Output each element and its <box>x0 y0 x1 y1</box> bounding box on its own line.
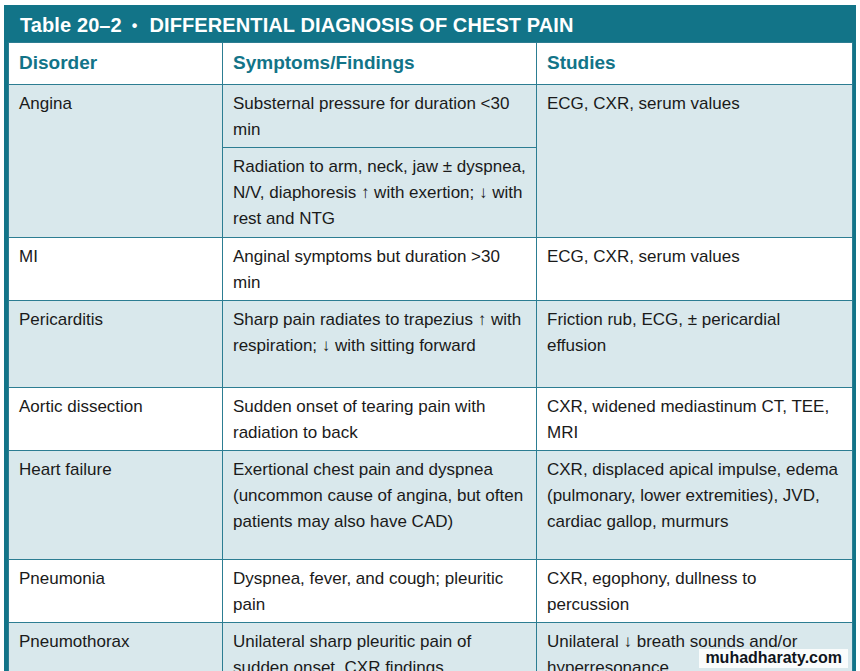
pneumothorax-symptoms-cell: Unilateral sharp pleuritic pain of sudde… <box>223 623 537 671</box>
column-header-symptoms: Symptoms/Findings <box>223 43 537 85</box>
table-container: Table 20–2 • DIFFERENTIAL DIAGNOSIS OF CHE… <box>4 5 856 671</box>
aortic-dissection-studies-cell: CXR, widened mediastinum CT, TEE, MRI <box>537 388 853 451</box>
watermark: muhadharaty.com <box>699 649 848 668</box>
table-row-angina: Angina Substernal pressure for duration … <box>9 85 853 148</box>
angina-studies-cell: ECG, CXR, serum values <box>537 85 853 238</box>
table-row-aortic-dissection: Aortic dissection Sudden onset of tearin… <box>9 388 853 451</box>
table-row-mi: MI Anginal symptoms but duration >30 min… <box>9 238 853 301</box>
pericarditis-disorder-cell: Pericarditis <box>9 301 223 388</box>
table-row-heart-failure: Heart failure Exertional chest pain and … <box>9 451 853 560</box>
pneumonia-studies-cell: CXR, egophony, dullness to percussion <box>537 560 853 623</box>
pneumothorax-disorder-cell: Pneumothorax <box>9 623 223 671</box>
heart-failure-disorder-cell: Heart failure <box>9 451 223 560</box>
table-title: DIFFERENTIAL DIAGNOSIS OF CHEST PAIN <box>150 14 574 36</box>
aortic-dissection-disorder-cell: Aortic dissection <box>9 388 223 451</box>
table-row-pneumonia: Pneumonia Dyspnea, fever, and cough; ple… <box>9 560 853 623</box>
pericarditis-symptoms-cell: Sharp pain radiates to trapezius ↑ with … <box>223 301 537 388</box>
table-title-bar: Table 20–2 • DIFFERENTIAL DIAGNOSIS OF CHE… <box>8 9 852 42</box>
aortic-dissection-symptoms-cell: Sudden onset of tearing pain with radiat… <box>223 388 537 451</box>
column-header-studies: Studies <box>537 43 853 85</box>
angina-disorder-cell: Angina <box>9 85 223 238</box>
column-header-row: Disorder Symptoms/Findings Studies <box>9 43 853 85</box>
table-number: Table 20–2 <box>20 14 122 36</box>
pneumonia-symptoms-cell: Dyspnea, fever, and cough; pleuritic pai… <box>223 560 537 623</box>
page: Table 20–2 • DIFFERENTIAL DIAGNOSIS OF CHE… <box>0 0 860 671</box>
title-bullet-icon: • <box>132 17 138 34</box>
mi-symptoms-cell: Anginal symptoms but duration >30 min <box>223 238 537 301</box>
mi-studies-cell: ECG, CXR, serum values <box>537 238 853 301</box>
column-header-disorder: Disorder <box>9 43 223 85</box>
angina-symptoms-cell-1: Substernal pressure for duration <30 min <box>223 85 537 148</box>
pericarditis-studies-cell: Friction rub, ECG, ± pericardial effusio… <box>537 301 853 388</box>
heart-failure-symptoms-cell: Exertional chest pain and dyspnea (uncom… <box>223 451 537 560</box>
angina-symptoms-cell-2: Radiation to arm, neck, jaw ± dyspnea, N… <box>223 148 537 238</box>
mi-disorder-cell: MI <box>9 238 223 301</box>
pneumonia-disorder-cell: Pneumonia <box>9 560 223 623</box>
differential-diagnosis-table: Disorder Symptoms/Findings Studies Angin… <box>8 42 853 671</box>
heart-failure-studies-cell: CXR, displaced apical impulse, edema (pu… <box>537 451 853 560</box>
table-row-pericarditis: Pericarditis Sharp pain radiates to trap… <box>9 301 853 388</box>
